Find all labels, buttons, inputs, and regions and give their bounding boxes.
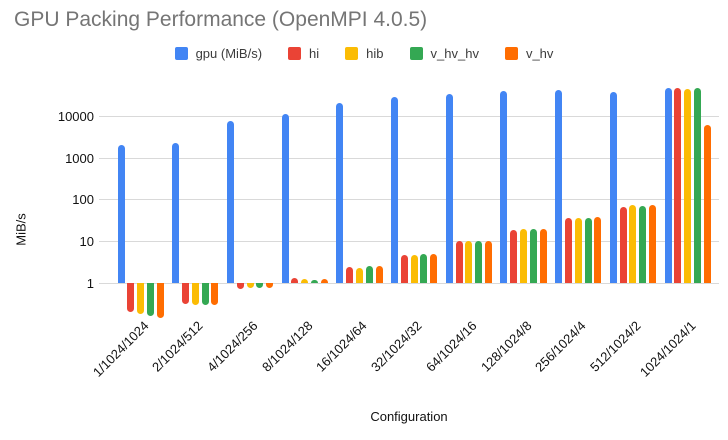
- bar-v-hv-hv-32-1024-32: [420, 254, 428, 283]
- y-tick-label: 1: [86, 275, 94, 291]
- bar-gpu-mib-s--256-1024-4: [555, 90, 563, 283]
- bar-hib-1-1024-1024: [137, 283, 145, 315]
- legend-swatch-icon: [174, 47, 188, 60]
- legend-label: v_hv: [525, 46, 554, 61]
- bar-v-hv-1024-1024-1: [703, 125, 711, 283]
- gridline-1000: [99, 157, 719, 159]
- bar-hib-1024-1024-1: [684, 88, 692, 283]
- gridline-1: [99, 282, 719, 284]
- bar-hi-128-1024-8: [510, 229, 518, 283]
- bar-gpu-mib-s--2-1024-512: [172, 142, 180, 283]
- chart-title: GPU Packing Performance (OpenMPI 4.0.5): [14, 8, 428, 31]
- bar-gpu-mib-s--16-1024-64: [336, 103, 344, 283]
- bar-v-hv-32-1024-32: [430, 254, 438, 283]
- bar-hib-256-1024-4: [574, 217, 582, 283]
- bar-hi-256-1024-4: [564, 218, 572, 283]
- bar-v-hv-2-1024-512: [211, 283, 219, 305]
- bar-v-hv-512-1024-2: [649, 204, 656, 283]
- bar-gpu-mib-s--512-1024-2: [609, 91, 617, 283]
- x-tick-label: 1/1024/1024: [89, 318, 152, 380]
- gridline-10: [99, 240, 719, 242]
- bar-hib-32-1024-32: [410, 255, 418, 283]
- legend-label: hib: [366, 46, 384, 61]
- bar-hib-8-1024-128: [301, 278, 309, 283]
- gridline-100: [99, 199, 719, 201]
- bar-hib-64-1024-16: [465, 241, 473, 283]
- bar-hi-32-1024-32: [400, 254, 408, 283]
- bar-gpu-mib-s--1-1024-1024: [117, 144, 125, 283]
- legend-label: v_hv_hv: [430, 46, 479, 61]
- bar-v-hv-hv-128-1024-8: [529, 228, 537, 283]
- legend-item-v-hv: v_hv: [504, 46, 554, 61]
- legend-item-v-hv-hv: v_hv_hv: [409, 46, 479, 61]
- bar-v-hv-hv-8-1024-128: [311, 279, 318, 283]
- bar-hib-4-1024-256: [246, 283, 254, 288]
- bar-hib-512-1024-2: [629, 204, 637, 283]
- x-tick-label: 256/1024/4: [532, 318, 589, 375]
- bar-gpu-mib-s--128-1024-8: [500, 91, 508, 283]
- bar-gpu-mib-s--4-1024-256: [226, 121, 234, 283]
- x-tick-label: 2/1024/512: [149, 318, 206, 375]
- x-tick-label: 512/1024/2: [586, 318, 644, 375]
- bar-hi-8-1024-128: [291, 278, 299, 283]
- legend: gpu (MiB/s) hi hib v_hv_hv v_hv: [0, 46, 728, 61]
- x-axis-title: Configuration: [370, 409, 448, 424]
- x-tick-label: 32/1024/32: [368, 318, 425, 375]
- bar-hib-2-1024-512: [191, 283, 199, 305]
- legend-item-hi: hi: [288, 46, 319, 61]
- bar-v-hv-16-1024-64: [375, 266, 383, 283]
- x-tick-label: 1024/1024/1: [636, 318, 699, 380]
- legend-swatch-icon: [504, 47, 518, 60]
- bar-hi-4-1024-256: [236, 283, 244, 289]
- bar-v-hv-hv-16-1024-64: [365, 266, 373, 283]
- gridline-10000: [99, 116, 719, 118]
- bar-v-hv-hv-512-1024-2: [639, 206, 647, 283]
- bar-hib-128-1024-8: [520, 228, 527, 283]
- legend-item-hib: hib: [345, 46, 384, 61]
- bar-v-hv-64-1024-16: [484, 241, 492, 283]
- bar-gpu-mib-s--32-1024-32: [391, 96, 398, 283]
- bar-v-hv-8-1024-128: [320, 278, 328, 283]
- bar-gpu-mib-s--8-1024-128: [281, 113, 289, 283]
- legend-swatch-icon: [288, 47, 302, 60]
- bar-v-hv-128-1024-8: [539, 228, 547, 283]
- x-tick-label: 128/1024/8: [477, 318, 535, 375]
- bar-v-hv-hv-64-1024-16: [475, 240, 483, 283]
- bar-hi-1024-1024-1: [674, 88, 682, 283]
- bar-v-hv-hv-256-1024-4: [584, 217, 592, 283]
- bar-v-hv-1-1024-1024: [156, 283, 164, 318]
- bar-hi-1-1024-1024: [127, 283, 135, 313]
- y-tick-label: 1000: [65, 150, 94, 166]
- legend-label: gpu (MiB/s): [195, 46, 263, 61]
- x-tick-label: 16/1024/64: [313, 318, 370, 375]
- bar-v-hv-hv-1024-1024-1: [693, 87, 701, 283]
- bar-gpu-mib-s--64-1024-16: [445, 93, 453, 283]
- bar-hi-512-1024-2: [619, 206, 627, 283]
- y-tick-label: 10: [79, 233, 94, 249]
- bar-hi-16-1024-64: [346, 267, 354, 283]
- bar-v-hv-4-1024-256: [266, 283, 274, 289]
- y-axis-title: MiB/s: [13, 213, 29, 246]
- bar-hi-64-1024-16: [455, 241, 463, 283]
- bar-hi-2-1024-512: [182, 283, 189, 305]
- bar-v-hv-hv-1-1024-1024: [146, 283, 154, 317]
- legend-swatch-icon: [345, 47, 359, 60]
- bar-v-hv-256-1024-4: [594, 216, 602, 283]
- x-tick-label: 4/1024/256: [203, 318, 261, 375]
- y-tick-label: 10000: [57, 109, 94, 125]
- legend-label: hi: [309, 46, 320, 61]
- bar-v-hv-hv-2-1024-512: [201, 283, 209, 306]
- bar-hib-16-1024-64: [355, 267, 363, 283]
- legend-item-gpu-mib-s-: gpu (MiB/s): [174, 46, 263, 61]
- bar-gpu-mib-s--1024-1024-1: [664, 88, 672, 283]
- legend-swatch-icon: [409, 47, 423, 60]
- y-tick-label: 100: [72, 192, 94, 208]
- x-tick-label: 64/1024/16: [422, 318, 480, 375]
- x-tick-label: 8/1024/128: [258, 318, 316, 375]
- bar-v-hv-hv-4-1024-256: [256, 283, 264, 288]
